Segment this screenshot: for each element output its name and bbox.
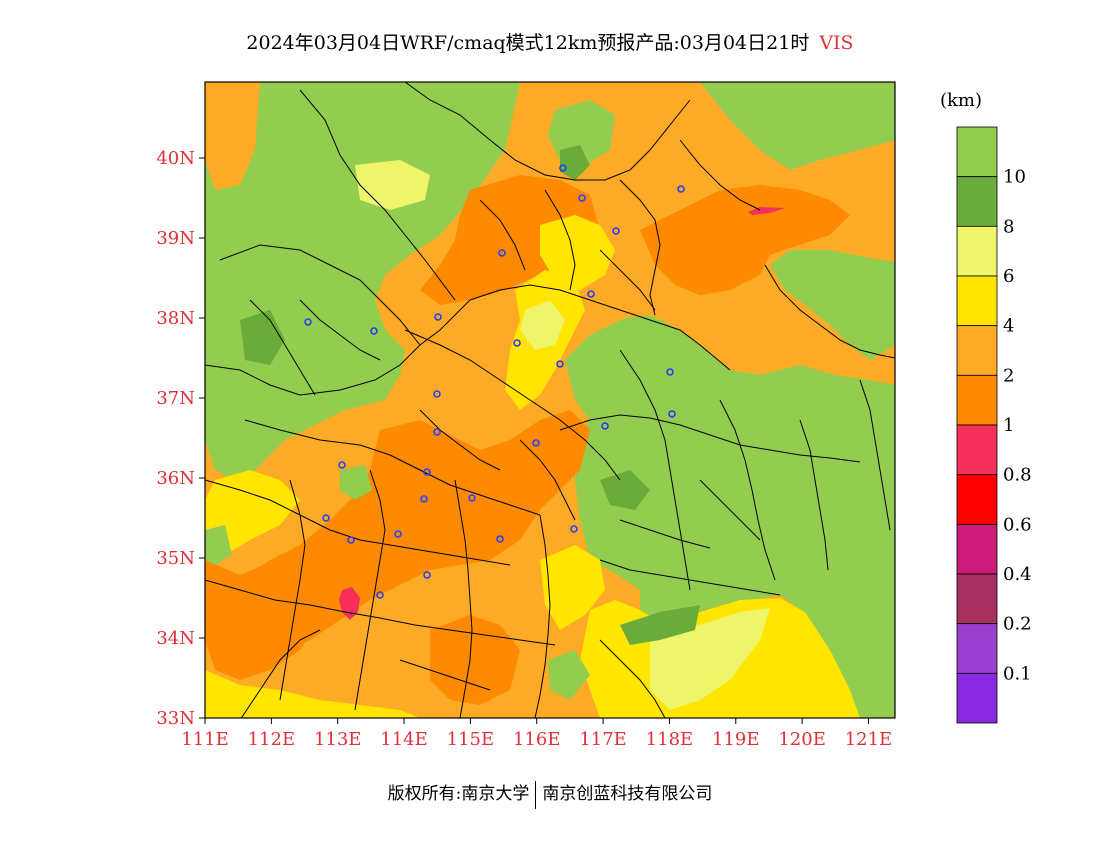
field-8-10km-north (560, 145, 590, 180)
lon-tick-label: 111E (181, 729, 229, 750)
legend-label: 0.4 (1003, 564, 1032, 585)
legend-swatch (956, 424, 998, 476)
lat-tick-label: 33N (156, 708, 195, 729)
field-4-6km-north-corridor (540, 215, 615, 290)
legend-label: 1 (1003, 415, 1014, 436)
lon-tick-label: 119E (712, 729, 760, 750)
field-1-2km-northeast (640, 185, 850, 295)
station-markers (304, 164, 685, 599)
colorbar-legend: 10 8 6 4 2 1 0.8 0.6 0.4 0.2 0.1 (956, 126, 1032, 724)
visibility-field (205, 82, 895, 718)
legend-swatch (956, 474, 998, 525)
field-gt10km-patch-c (205, 525, 232, 565)
copyright-footer: 版权所有:南京大学 南京创蓝科技有限公司 (0, 779, 1100, 809)
lon-tick-label: 116E (513, 729, 561, 750)
field-8-10km-southeast (620, 605, 700, 645)
legend-swatch (956, 176, 998, 227)
legend-swatch (956, 573, 998, 625)
field-gt10km-patch-a (340, 465, 372, 500)
lon-tick-label: 117E (579, 729, 627, 750)
field-6-8km-central (520, 300, 565, 350)
field-1-2km-west (205, 560, 320, 680)
field-gt10km-north-patch (548, 100, 615, 165)
legend-label: 0.1 (1003, 663, 1032, 684)
lat-tick-label: 39N (156, 228, 195, 249)
field-gt10km-bohai (770, 250, 895, 360)
lat-tick-label: 40N (156, 148, 195, 169)
lat-tick-label: 37N (156, 388, 195, 409)
field-4-6km-south (540, 545, 605, 630)
legend-label: 2 (1003, 365, 1014, 386)
lat-tick-label: 36N (156, 468, 195, 489)
field-gt10km-shandong (565, 315, 895, 718)
copyright-left: 版权所有:南京大学 (387, 784, 530, 804)
lon-tick-label: 114E (380, 729, 428, 750)
footer-separator (535, 780, 537, 809)
lon-tick-label: 121E (845, 729, 893, 750)
field-4-6km-west-ridge (205, 470, 300, 555)
legend-swatch (956, 126, 998, 178)
lon-tick-label: 112E (248, 729, 296, 750)
field-6-8km-north (355, 160, 430, 210)
lat-tick-label: 35N (156, 548, 195, 569)
legend-label: 8 (1003, 216, 1014, 237)
field-8-10km-west (240, 310, 285, 365)
legend-swatch (956, 374, 998, 426)
legend-swatch (956, 523, 998, 575)
copyright-right: 南京创蓝科技有限公司 (542, 784, 713, 804)
field-gt10km-patch-b (548, 650, 590, 700)
legend-swatch (956, 225, 998, 277)
legend-label: 4 (1003, 316, 1014, 337)
legend-label: 0.6 (1003, 514, 1032, 535)
map-title: 2024年03月04日WRF/cmaq模式12km预报产品:03月04日21时 V… (0, 28, 1100, 55)
lat-tick-label: 38N (156, 308, 195, 329)
legend-swatch (956, 275, 998, 327)
field-4-6km-southwest (205, 670, 420, 718)
legend-swatch (956, 325, 998, 376)
legend-unit: (km) (940, 90, 983, 111)
legend-label: 10 (1003, 167, 1026, 188)
field-1-2km-south (430, 615, 520, 705)
legend-swatch (956, 623, 998, 674)
lon-tick-label: 120E (778, 729, 826, 750)
legend-label: 0.2 (1003, 614, 1032, 635)
lat-tick-label: 34N (156, 628, 195, 649)
plot-frame (204, 81, 896, 719)
field-8-10km-center (600, 470, 650, 510)
legend-label: 0.8 (1003, 465, 1032, 486)
boundaries (205, 82, 895, 718)
lon-tick-label: 113E (314, 729, 362, 750)
field-gt10km-northeast-strip (700, 82, 895, 170)
field-gt10km-northwest (205, 82, 520, 480)
lon-tick-label: 115E (447, 729, 495, 750)
title-main: 2024年03月04日WRF/cmaq模式12km预报产品:03月04日21时 (246, 32, 810, 54)
legend-swatch (956, 672, 998, 724)
lon-tick-label: 118E (646, 729, 694, 750)
title-variable: VIS (819, 32, 854, 54)
legend-label: 6 (1003, 266, 1014, 287)
